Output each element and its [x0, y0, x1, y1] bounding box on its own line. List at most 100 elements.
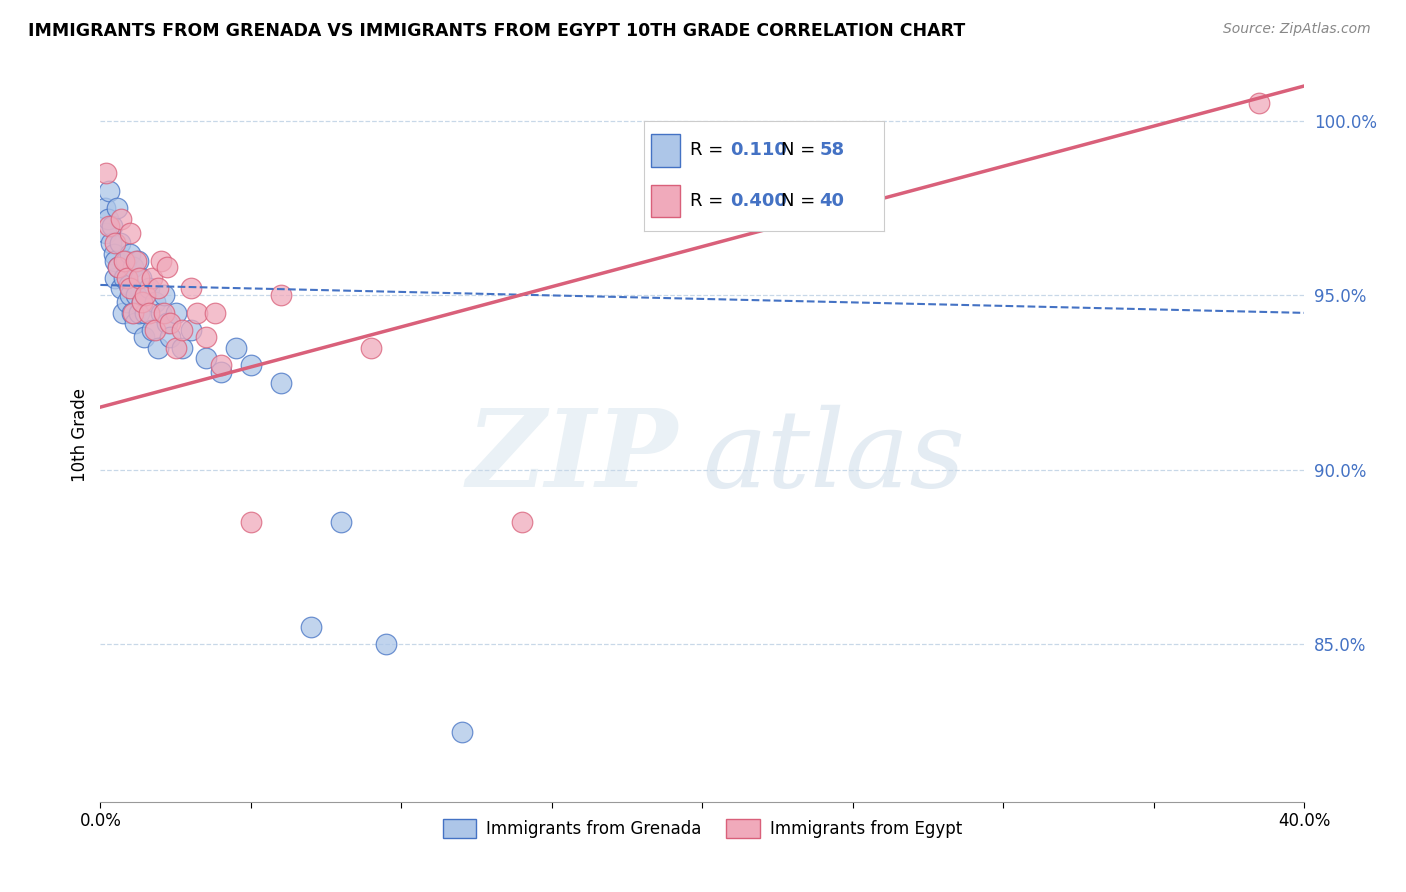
Text: atlas: atlas — [702, 404, 966, 509]
Point — [143, 295, 166, 310]
Point — [103, 246, 125, 260]
Point — [450, 724, 472, 739]
Point — [104, 235, 127, 250]
Point — [117, 295, 139, 310]
Point — [120, 288, 142, 302]
Point — [110, 281, 132, 295]
Text: R =: R = — [690, 142, 728, 160]
Point — [117, 271, 139, 285]
Text: 0.400: 0.400 — [731, 192, 787, 210]
Point — [239, 516, 262, 530]
Point — [194, 330, 217, 344]
Point — [112, 271, 135, 285]
Point — [209, 365, 232, 379]
Bar — [651, 134, 681, 167]
Point — [98, 184, 121, 198]
Point — [120, 281, 142, 295]
Point — [138, 281, 160, 295]
Point — [165, 306, 187, 320]
Point — [98, 219, 121, 233]
Point — [141, 271, 163, 285]
Point — [204, 306, 226, 320]
Point — [101, 219, 124, 233]
Y-axis label: 10th Grade: 10th Grade — [72, 388, 89, 482]
Text: 40: 40 — [820, 192, 844, 210]
Point — [194, 351, 217, 366]
Point — [299, 620, 322, 634]
Point — [155, 316, 177, 330]
Point — [122, 306, 145, 320]
Text: 58: 58 — [820, 142, 845, 160]
Point — [124, 316, 146, 330]
Point — [97, 211, 120, 226]
Point — [132, 330, 155, 344]
Point — [155, 260, 177, 275]
Point — [165, 341, 187, 355]
Point — [170, 323, 193, 337]
Point — [180, 323, 202, 337]
Point — [121, 306, 143, 320]
Text: ZIP: ZIP — [467, 404, 678, 510]
Point — [122, 260, 145, 275]
Point — [149, 306, 172, 320]
Point — [510, 516, 533, 530]
Point — [146, 341, 169, 355]
Point — [128, 271, 150, 285]
Point — [141, 323, 163, 337]
Point — [112, 253, 135, 268]
Point — [159, 330, 181, 344]
Text: R =: R = — [690, 192, 728, 210]
Point — [138, 306, 160, 320]
Point — [146, 281, 169, 295]
Text: N =: N = — [780, 142, 821, 160]
Text: Source: ZipAtlas.com: Source: ZipAtlas.com — [1223, 22, 1371, 37]
Point — [108, 235, 131, 250]
Point — [1247, 96, 1270, 111]
Point — [149, 253, 172, 268]
Point — [159, 316, 181, 330]
Text: IMMIGRANTS FROM GRENADA VS IMMIGRANTS FROM EGYPT 10TH GRADE CORRELATION CHART: IMMIGRANTS FROM GRENADA VS IMMIGRANTS FR… — [28, 22, 966, 40]
Point — [125, 253, 148, 268]
Point — [209, 358, 232, 372]
Point — [170, 341, 193, 355]
Text: N =: N = — [780, 192, 821, 210]
Point — [134, 306, 156, 320]
Point — [115, 253, 138, 268]
Point — [111, 306, 134, 320]
Point — [143, 323, 166, 337]
Point — [134, 288, 156, 302]
Point — [127, 253, 149, 268]
Point — [120, 226, 142, 240]
Point — [152, 306, 174, 320]
Point — [94, 201, 117, 215]
Text: 0.110: 0.110 — [731, 142, 787, 160]
Point — [239, 358, 262, 372]
Bar — [651, 185, 681, 218]
Point — [125, 288, 148, 302]
Legend: Immigrants from Grenada, Immigrants from Egypt: Immigrants from Grenada, Immigrants from… — [436, 812, 969, 845]
Point — [330, 516, 353, 530]
Point — [131, 295, 153, 310]
Point — [270, 288, 292, 302]
Point — [128, 306, 150, 320]
Point — [104, 253, 127, 268]
Point — [105, 201, 128, 215]
Point — [107, 260, 129, 275]
Point — [375, 638, 398, 652]
Point — [360, 341, 382, 355]
Point — [104, 271, 127, 285]
Point — [152, 288, 174, 302]
Point — [129, 271, 152, 285]
Point — [100, 235, 122, 250]
Point — [96, 166, 118, 180]
Point — [180, 281, 202, 295]
Point — [120, 246, 142, 260]
Point — [131, 295, 153, 310]
Point — [118, 277, 141, 292]
Point — [96, 226, 118, 240]
Point — [270, 376, 292, 390]
Point — [225, 341, 247, 355]
Point — [107, 260, 129, 275]
Point — [110, 211, 132, 226]
Point — [186, 306, 208, 320]
